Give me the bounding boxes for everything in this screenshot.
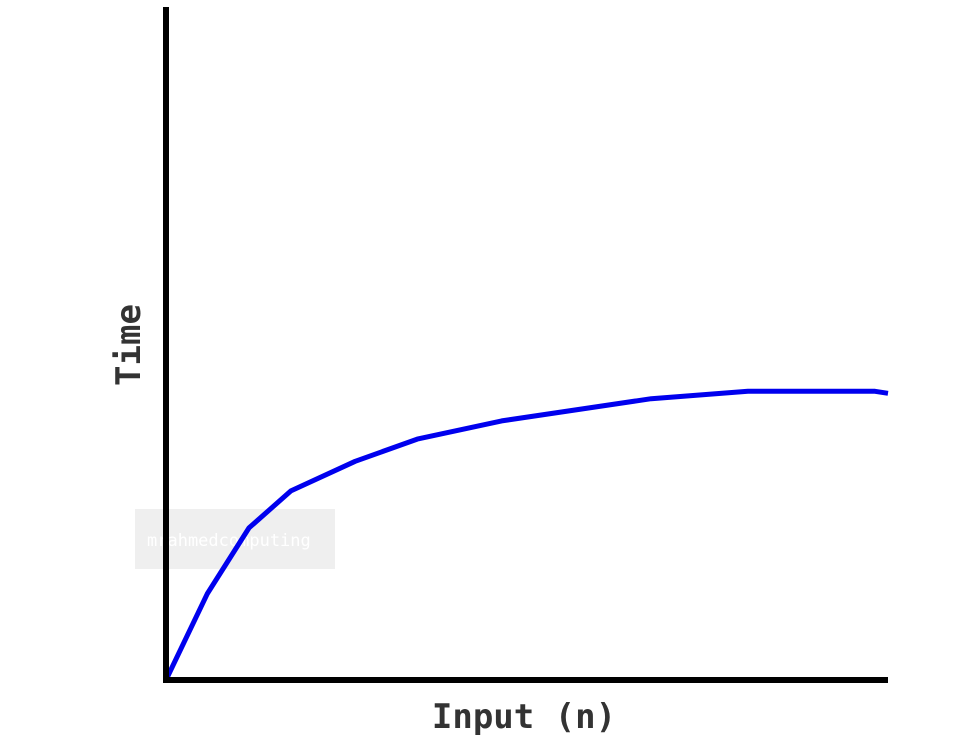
x-axis-label: Input (n) [432, 697, 616, 737]
y-axis-label: Time [109, 304, 149, 386]
watermark-text: mrahmedcomputing [147, 531, 311, 551]
series-line-0 [163, 388, 889, 682]
series-layer [163, 388, 889, 682]
